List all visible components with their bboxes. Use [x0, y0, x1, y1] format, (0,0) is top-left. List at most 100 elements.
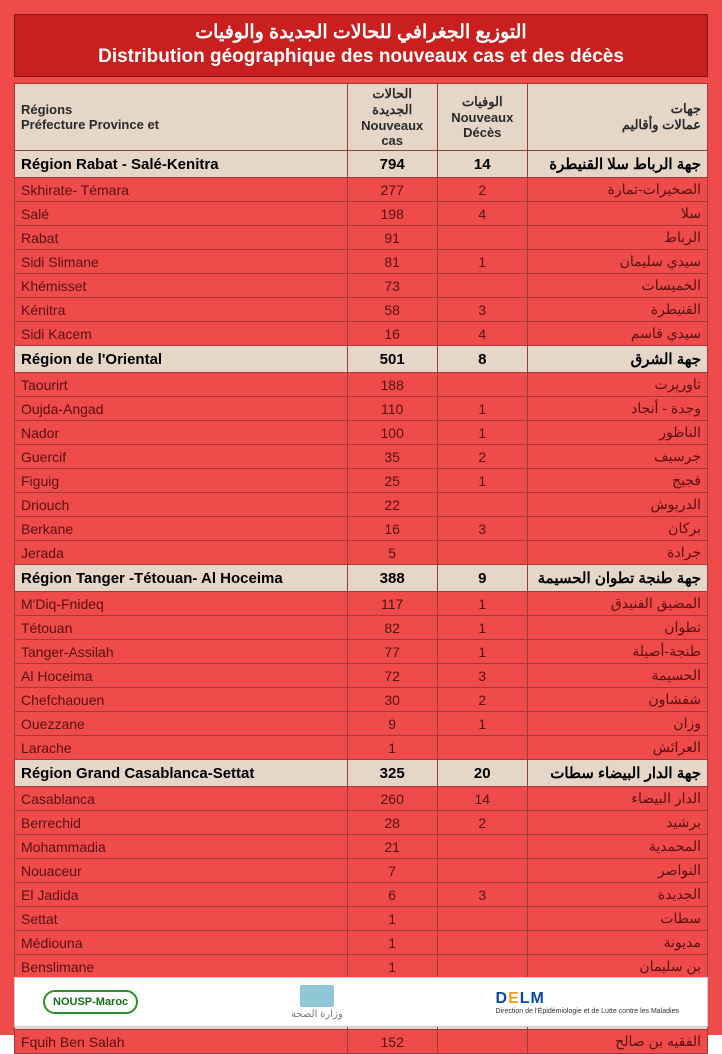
- province-ar: سيدي سليمان: [527, 250, 707, 274]
- logo-delm: DELM Direction de l'Épidémiologie et de …: [496, 990, 679, 1015]
- province-fr: Oujda-Angad: [15, 397, 348, 421]
- province-cases: 7: [347, 859, 437, 883]
- province-deaths: 4: [437, 322, 527, 346]
- province-fr: Guercif: [15, 445, 348, 469]
- region-header-row: Région Tanger -Tétouan- Al Hoceima3889جه…: [15, 565, 708, 592]
- province-ar: الصخيرات-تمارة: [527, 178, 707, 202]
- province-deaths: [437, 931, 527, 955]
- header-ar-bot: عمالات وأقاليم: [534, 117, 701, 133]
- province-cases: 16: [347, 322, 437, 346]
- table-row: Figuig251فجيج: [15, 469, 708, 493]
- province-deaths: [437, 955, 527, 979]
- province-fr: Ouezzane: [15, 712, 348, 736]
- table-row: Sidi Kacem164سيدي قاسم: [15, 322, 708, 346]
- province-cases: 1: [347, 931, 437, 955]
- logo-delm-sub: Direction de l'Épidémiologie et de Lutte…: [496, 1008, 679, 1015]
- region-cases: 388: [347, 565, 437, 592]
- table-row: Mohammadia21المحمدية: [15, 835, 708, 859]
- province-fr: Kénitra: [15, 298, 348, 322]
- province-deaths: 3: [437, 664, 527, 688]
- region-deaths: 14: [437, 151, 527, 178]
- table-row: Kénitra583القنيطرة: [15, 298, 708, 322]
- province-fr: Chefchaouen: [15, 688, 348, 712]
- header-deaths-fr1: Nouveaux: [444, 110, 521, 125]
- province-fr: Larache: [15, 736, 348, 760]
- table-row: Driouch22الدريوش: [15, 493, 708, 517]
- header-deaths: الوفيات Nouveaux Décès: [437, 84, 527, 151]
- title-arabic: التوزيع الجغرافي للحالات الجديدة والوفيا…: [23, 21, 699, 44]
- province-deaths: [437, 226, 527, 250]
- table-row: Larache1العرائش: [15, 736, 708, 760]
- province-deaths: 4: [437, 202, 527, 226]
- header-cases-fr: Nouveaux cas: [354, 118, 431, 148]
- title-banner: التوزيع الجغرافي للحالات الجديدة والوفيا…: [14, 14, 708, 77]
- region-name-ar: جهة طنجة تطوان الحسيمة: [527, 565, 707, 592]
- province-deaths: [437, 373, 527, 397]
- province-ar: فجيج: [527, 469, 707, 493]
- province-deaths: [437, 541, 527, 565]
- province-cases: 82: [347, 616, 437, 640]
- province-ar: سيدي قاسم: [527, 322, 707, 346]
- province-ar: النواصر: [527, 859, 707, 883]
- province-ar: العرائش: [527, 736, 707, 760]
- province-cases: 117: [347, 592, 437, 616]
- logo-delm-text: DELM: [496, 990, 545, 1007]
- table-row: Nador1001الناظور: [15, 421, 708, 445]
- province-cases: 198: [347, 202, 437, 226]
- province-cases: 5: [347, 541, 437, 565]
- province-fr: Fquih Ben Salah: [15, 1030, 348, 1054]
- province-deaths: 1: [437, 469, 527, 493]
- province-fr: Nador: [15, 421, 348, 445]
- province-deaths: [437, 736, 527, 760]
- province-ar: سطات: [527, 907, 707, 931]
- province-deaths: 2: [437, 178, 527, 202]
- table-row: Fquih Ben Salah152الفقيه بن صالح: [15, 1030, 708, 1054]
- province-ar: الدريوش: [527, 493, 707, 517]
- province-ar: وزان: [527, 712, 707, 736]
- province-cases: 22: [347, 493, 437, 517]
- region-cases: 501: [347, 346, 437, 373]
- province-deaths: 1: [437, 592, 527, 616]
- province-fr: Figuig: [15, 469, 348, 493]
- province-fr: Jerada: [15, 541, 348, 565]
- region-deaths: 8: [437, 346, 527, 373]
- table-row: Al Hoceima723الحسيمة: [15, 664, 708, 688]
- province-fr: Rabat: [15, 226, 348, 250]
- province-ar: الخميسات: [527, 274, 707, 298]
- province-ar: الدار البيضاء: [527, 787, 707, 811]
- province-ar: المضيق الفنيدق: [527, 592, 707, 616]
- province-fr: Berkane: [15, 517, 348, 541]
- ministry-icon: [300, 985, 334, 1007]
- province-cases: 91: [347, 226, 437, 250]
- province-cases: 152: [347, 1030, 437, 1054]
- header-deaths-ar: الوفيات: [444, 94, 521, 110]
- province-deaths: [437, 835, 527, 859]
- province-cases: 16: [347, 517, 437, 541]
- province-deaths: 1: [437, 616, 527, 640]
- province-cases: 188: [347, 373, 437, 397]
- region-name-ar: جهة الرباط سلا القنيطرة: [527, 151, 707, 178]
- region-cases: 794: [347, 151, 437, 178]
- province-fr: El Jadida: [15, 883, 348, 907]
- province-fr: Sidi Slimane: [15, 250, 348, 274]
- province-cases: 25: [347, 469, 437, 493]
- province-deaths: 2: [437, 811, 527, 835]
- province-fr: Skhirate- Témara: [15, 178, 348, 202]
- table-row: Chefchaouen302شفشاون: [15, 688, 708, 712]
- table-row: Oujda-Angad1101وجدة - أنجاد: [15, 397, 708, 421]
- table-container: Régions Préfecture Province et الحالات ا…: [14, 83, 708, 1054]
- province-cases: 28: [347, 811, 437, 835]
- province-ar: جرسيف: [527, 445, 707, 469]
- table-header-row: Régions Préfecture Province et الحالات ا…: [15, 84, 708, 151]
- province-cases: 1: [347, 907, 437, 931]
- province-fr: Nouaceur: [15, 859, 348, 883]
- province-ar: جرادة: [527, 541, 707, 565]
- table-row: Skhirate- Témara2772الصخيرات-تمارة: [15, 178, 708, 202]
- province-fr: Médiouna: [15, 931, 348, 955]
- region-name-fr: Région Rabat - Salé-Kenitra: [15, 151, 348, 178]
- province-fr: Settat: [15, 907, 348, 931]
- province-fr: M'Diq-Fnideq: [15, 592, 348, 616]
- province-ar: مديونة: [527, 931, 707, 955]
- table-row: Salé1984سلا: [15, 202, 708, 226]
- table-row: Ouezzane91وزان: [15, 712, 708, 736]
